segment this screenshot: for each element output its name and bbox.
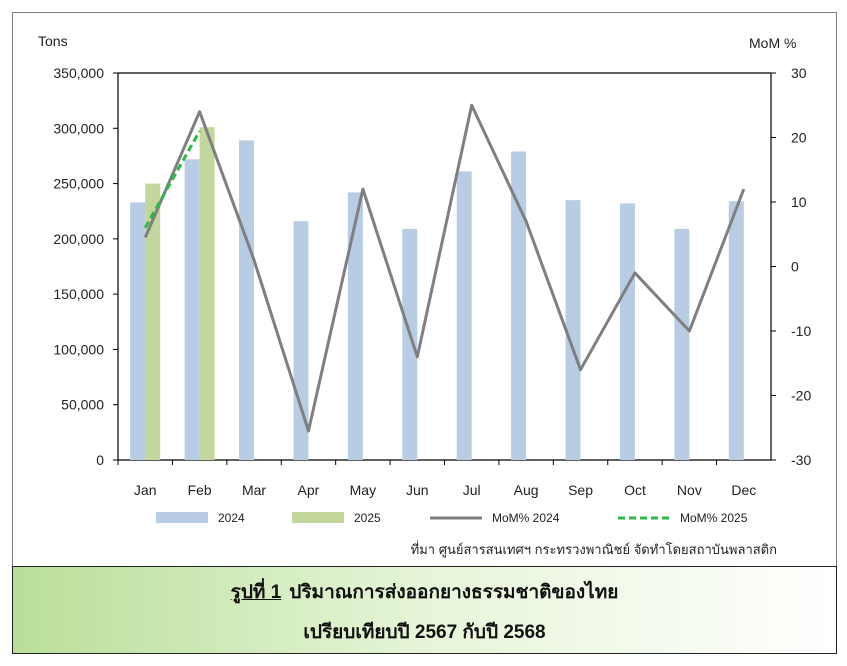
caption-line-1: รูปที่ 1 ปริมาณการส่งออกยางธรรมชาติของไทย xyxy=(13,577,836,607)
source-note: ที่มา ศูนย์สารสนเทศฯ กระทรวงพาณิชย์ จัดท… xyxy=(411,541,777,558)
legend-label: MoM% 2024 xyxy=(492,511,560,525)
x-tick-label: Oct xyxy=(624,482,646,498)
x-tick-label: Dec xyxy=(731,482,756,498)
right-tick-label: -30 xyxy=(791,452,811,468)
bar-2024 xyxy=(347,192,363,460)
legend-swatch xyxy=(156,512,208,523)
legend-label: 2024 xyxy=(218,511,245,525)
legend-label: MoM% 2025 xyxy=(680,511,748,525)
export-volume-chart: Tons MoM % 0 50,000 100,000 150,000 200,000 2… xyxy=(38,33,811,558)
series-line-mom-2024 xyxy=(143,103,746,433)
x-tick-label: Aug xyxy=(514,482,539,498)
bar-2024 xyxy=(402,228,418,460)
bar-2024 xyxy=(239,140,255,460)
series-line-mom-2025 xyxy=(143,130,201,229)
x-tick-label: Nov xyxy=(677,482,702,498)
bar-2024 xyxy=(728,201,744,460)
bar-2025 xyxy=(145,183,161,461)
left-tick-label: 300,000 xyxy=(53,120,104,136)
x-tick-label: Jan xyxy=(134,482,157,498)
bar-2024 xyxy=(511,151,527,460)
figure-label: รูปที่ 1 xyxy=(230,582,282,603)
right-tick-label: -10 xyxy=(791,323,811,339)
caption-title: ปริมาณการส่งออกยางธรรมชาติของไทย xyxy=(289,582,619,603)
right-tick-label: 20 xyxy=(791,130,807,146)
x-tick-label: Apr xyxy=(298,482,320,498)
left-tick-label: 150,000 xyxy=(53,286,104,302)
x-tick-label: Mar xyxy=(242,482,266,498)
left-axis-label: Tons xyxy=(38,33,68,49)
right-tick-label: -20 xyxy=(791,388,811,404)
figure-caption: รูปที่ 1 ปริมาณการส่งออกยางธรรมชาติของไทย… xyxy=(12,566,837,654)
bar-2025 xyxy=(199,127,215,461)
bar-2024 xyxy=(456,171,472,460)
right-tick-label: 10 xyxy=(791,194,807,210)
legend-label: 2025 xyxy=(354,511,381,525)
caption-line-2: เปรียบเทียบปี 2567 กับปี 2568 xyxy=(303,622,546,643)
x-tick-label: May xyxy=(350,482,376,498)
bar-2024 xyxy=(674,228,690,460)
legend-swatch xyxy=(292,512,344,523)
right-axis-label: MoM % xyxy=(749,35,796,51)
bar-2024 xyxy=(619,203,635,460)
x-tick-label: Jul xyxy=(463,482,481,498)
legend: 2024 2025 MoM% 2024 MoM% 2025 xyxy=(156,511,748,525)
bar-2024 xyxy=(565,200,581,460)
x-tick-label: Feb xyxy=(188,482,212,498)
bar-2024 xyxy=(184,159,200,460)
right-tick-label: 0 xyxy=(791,259,799,275)
left-tick-label: 250,000 xyxy=(53,176,104,192)
left-tick-label: 350,000 xyxy=(53,65,104,81)
left-tick-label: 200,000 xyxy=(53,231,104,247)
plot-area: 0 50,000 100,000 150,000 200,000 250,000 300,0… xyxy=(53,65,811,498)
left-tick-label: 0 xyxy=(96,452,104,468)
left-tick-label: 100,000 xyxy=(53,341,104,357)
x-tick-label: Sep xyxy=(568,482,593,498)
right-tick-label: 30 xyxy=(791,65,807,81)
left-tick-label: 50,000 xyxy=(61,397,104,413)
x-tick-label: Jun xyxy=(406,482,429,498)
bar-2024 xyxy=(130,202,146,460)
